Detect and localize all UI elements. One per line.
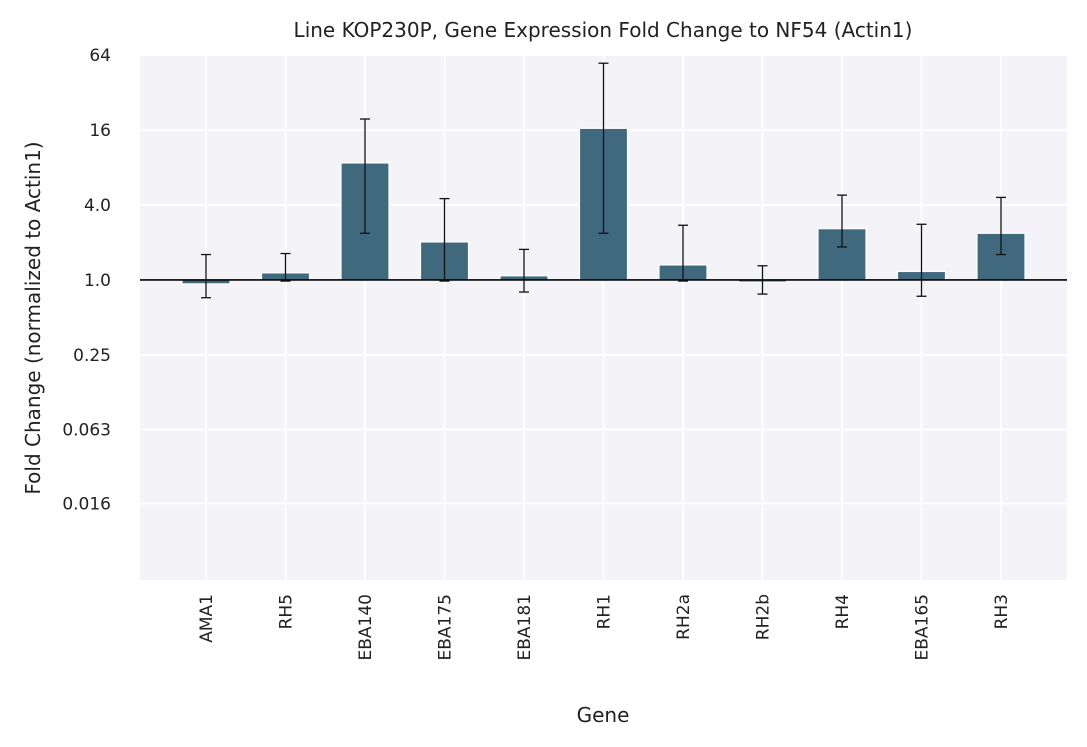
error-bars xyxy=(201,62,1006,299)
x-tick-label: RH1 xyxy=(595,594,615,629)
y-tick-label: 0.063 xyxy=(62,421,111,441)
y-tick-label: 16 xyxy=(89,121,111,141)
x-tick-label: RH3 xyxy=(992,594,1012,629)
y-tick-label: 64 xyxy=(89,46,111,66)
x-tick-label: EBA181 xyxy=(515,594,535,660)
x-tick-label: RH2a xyxy=(674,594,694,640)
grid xyxy=(140,54,1067,580)
y-tick-label: 4.0 xyxy=(84,196,111,216)
y-tick-label: 0.25 xyxy=(73,346,111,366)
y-tick-label: 1.0 xyxy=(84,271,111,291)
x-tick-label: AMA1 xyxy=(197,594,217,643)
x-tick-label: EBA165 xyxy=(913,594,933,660)
x-axis-label: Gene xyxy=(577,703,630,727)
chart-title: Line KOP230P, Gene Expression Fold Chang… xyxy=(294,18,913,42)
y-axis-label: Fold Change (normalized to Actin1) xyxy=(21,141,45,494)
x-tick-label: EBA140 xyxy=(356,594,376,660)
x-tick-label: RH4 xyxy=(833,594,853,629)
x-tick-label: EBA175 xyxy=(436,594,456,660)
x-tick-label: RH5 xyxy=(277,594,297,629)
x-tick-labels: AMA1 RH5 EBA140 EBA175 EBA181 RH1 RH2a RH2b RH4 E… xyxy=(197,594,1012,660)
y-tick-labels: 0.016 0.063 0.25 1.0 4.0 16 64 xyxy=(62,46,111,515)
x-tick-label: RH2b xyxy=(754,594,774,640)
y-tick-label: 0.016 xyxy=(62,495,111,515)
